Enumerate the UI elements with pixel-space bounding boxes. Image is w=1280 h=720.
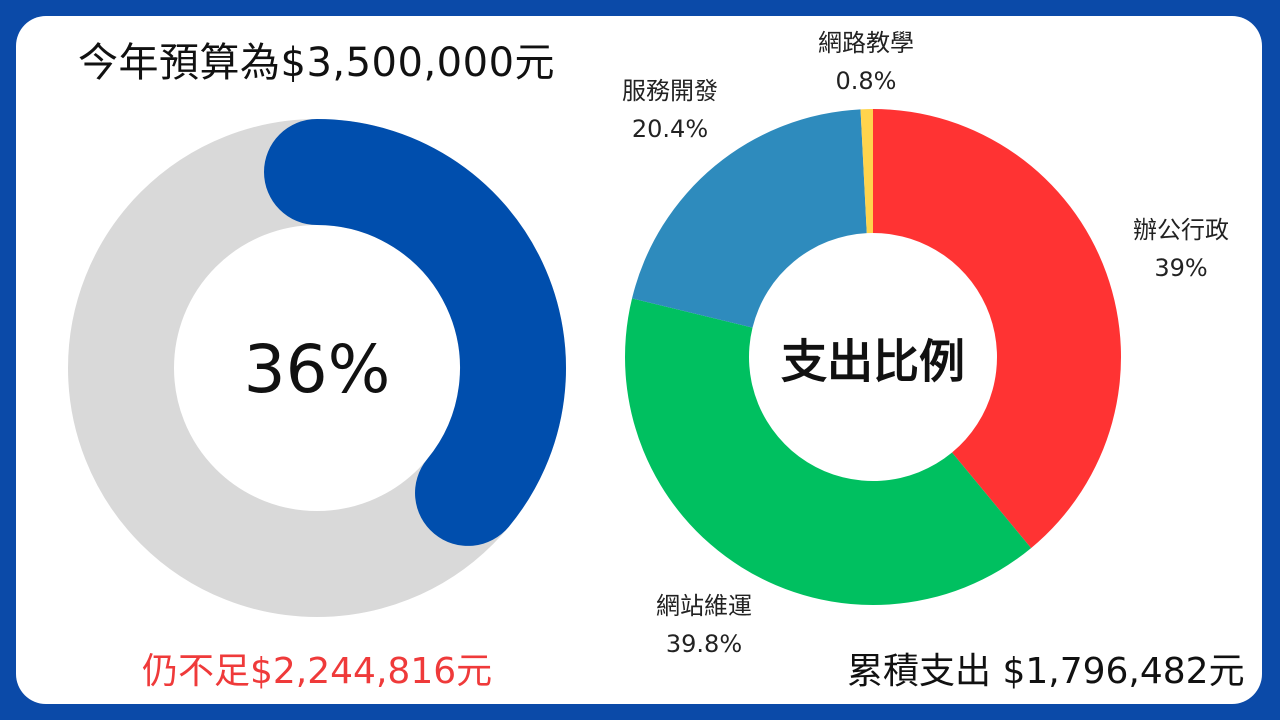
budget-title: 今年預算為$3,500,000元 bbox=[78, 40, 556, 86]
pie-slice-2 bbox=[632, 109, 867, 328]
pie-label-name-1: 網站維運 bbox=[656, 592, 752, 620]
shortfall-text: 仍不足$2,244,816元 bbox=[142, 651, 493, 692]
pie-label-percent-3: 0.8% bbox=[836, 67, 897, 95]
pie-label-percent-2: 20.4% bbox=[632, 115, 708, 143]
pie-label-name-0: 辦公行政 bbox=[1133, 216, 1229, 244]
accumulated-text: 累積支出 $1,796,482元 bbox=[847, 651, 1245, 692]
budget-donut: 36% bbox=[68, 119, 566, 617]
pie-label-percent-1: 39.8% bbox=[666, 630, 742, 658]
pie-slice-1 bbox=[624, 298, 1032, 605]
pie-label-name-3: 網路教學 bbox=[818, 29, 914, 57]
pie-label-percent-0: 39% bbox=[1154, 254, 1207, 282]
donut-progress bbox=[264, 119, 566, 546]
pie-slice-0 bbox=[873, 109, 1121, 549]
expense-pie bbox=[624, 109, 1121, 605]
expense-pie-labels: 辦公行政 39% 網站維運 39.8% 服務開發 20.4% 網路教學 0.8% bbox=[622, 29, 1229, 658]
pie-label-name-2: 服務開發 bbox=[622, 77, 718, 105]
donut-center-value: 36% bbox=[244, 331, 391, 408]
pie-slice-3 bbox=[860, 109, 873, 234]
pie-center-label: 支出比例 bbox=[781, 335, 965, 389]
